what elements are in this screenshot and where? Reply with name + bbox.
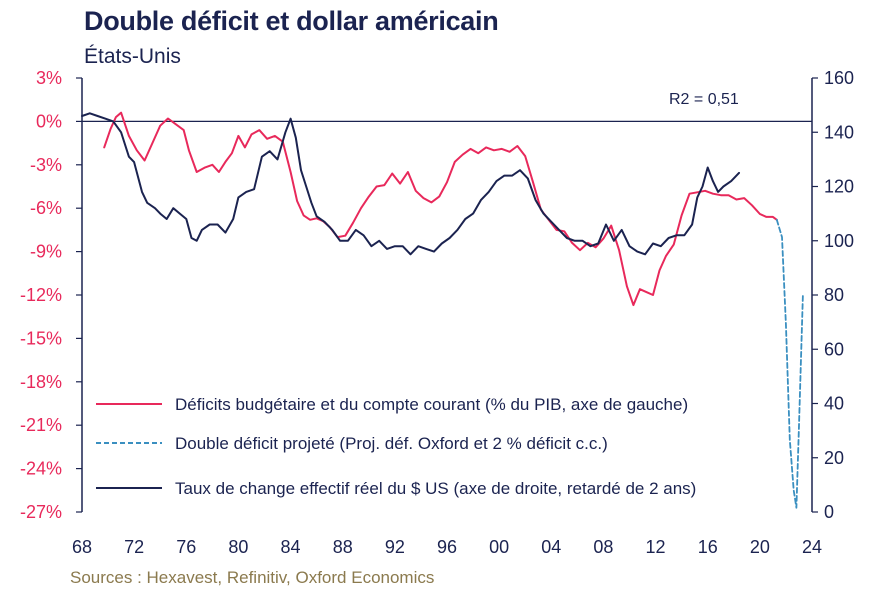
right-tick-label: 20 — [824, 448, 844, 468]
right-tick-label: 100 — [824, 231, 854, 251]
left-tick-labels: 3% 0% -3% -6% -9% -12% -15% -18% -21% -24% -27% — [20, 68, 82, 522]
right-tick-label: 80 — [824, 285, 844, 305]
chart-title: Double déficit et dollar américain — [84, 6, 499, 36]
right-tick-label: 120 — [824, 177, 854, 197]
right-tick-label: 0 — [824, 502, 834, 522]
x-tick-label: 96 — [437, 537, 457, 557]
projected-deficit-line — [775, 218, 804, 509]
series-group — [81, 111, 804, 509]
legend: Déficits budgétaire et du compte courant… — [96, 395, 696, 498]
x-tick-label: 08 — [593, 537, 613, 557]
left-tick-label: -12% — [20, 285, 62, 305]
r2-annotation: R2 = 0,51 — [669, 91, 739, 108]
left-tick-label: -15% — [20, 328, 62, 348]
left-tick-label: 0% — [36, 111, 62, 131]
x-tick-label: 72 — [124, 537, 144, 557]
x-tick-label: 84 — [281, 537, 301, 557]
sources-footnote: Sources : Hexavest, Refinitiv, Oxford Ec… — [70, 568, 435, 587]
left-tick-label: -6% — [30, 198, 62, 218]
legend-label: Taux de change effectif réel du $ US (ax… — [175, 479, 696, 498]
x-tick-label: 76 — [176, 537, 196, 557]
x-tick-label: 68 — [72, 537, 92, 557]
right-tick-label: 60 — [824, 339, 844, 359]
x-tick-label: 80 — [228, 537, 248, 557]
x-tick-label: 04 — [541, 537, 561, 557]
left-tick-label: 3% — [36, 68, 62, 88]
left-tick-label: -18% — [20, 372, 62, 392]
left-tick-label: -24% — [20, 459, 62, 479]
x-tick-labels: 68 72 76 80 84 88 92 96 00 04 08 12 16 20 24 — [72, 537, 822, 557]
left-tick-label: -9% — [30, 242, 62, 262]
right-tick-label: 140 — [824, 122, 854, 142]
deficit-line — [103, 111, 778, 307]
chart-subtitle: États-Unis — [84, 45, 181, 68]
x-tick-label: 16 — [698, 537, 718, 557]
legend-label: Déficits budgétaire et du compte courant… — [175, 395, 688, 414]
right-tick-label: 40 — [824, 394, 844, 414]
right-tick-label: 160 — [824, 68, 854, 88]
left-tick-label: -27% — [20, 502, 62, 522]
dollar-exchange-rate-line — [81, 112, 740, 256]
x-tick-label: 12 — [646, 537, 666, 557]
x-tick-label: 24 — [802, 537, 822, 557]
x-tick-label: 88 — [333, 537, 353, 557]
left-tick-label: -3% — [30, 155, 62, 175]
x-tick-label: 00 — [489, 537, 509, 557]
x-tick-label: 92 — [385, 537, 405, 557]
left-tick-label: -21% — [20, 415, 62, 435]
x-tick-label: 20 — [750, 537, 770, 557]
legend-label: Double déficit projeté (Proj. déf. Oxfor… — [175, 434, 608, 453]
right-tick-labels: 160 140 120 100 80 60 40 20 0 — [812, 68, 854, 522]
